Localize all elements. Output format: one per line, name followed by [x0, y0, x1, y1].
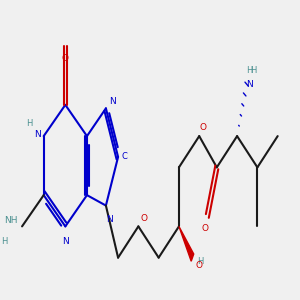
Text: H: H	[197, 256, 204, 266]
Text: H: H	[26, 119, 32, 128]
Text: N: N	[246, 80, 253, 88]
Text: N: N	[34, 130, 41, 139]
Text: N: N	[106, 215, 113, 224]
Text: O: O	[62, 54, 69, 63]
Text: NH: NH	[4, 216, 17, 225]
Text: N: N	[62, 237, 69, 246]
Text: O: O	[140, 214, 147, 223]
Text: H: H	[250, 66, 256, 75]
Polygon shape	[179, 226, 194, 261]
Text: C: C	[122, 152, 128, 161]
Text: O: O	[200, 123, 207, 132]
Text: N: N	[109, 97, 116, 106]
Text: O: O	[195, 262, 202, 271]
Text: O: O	[201, 224, 208, 233]
Text: H: H	[247, 66, 253, 75]
Text: H: H	[1, 237, 8, 246]
